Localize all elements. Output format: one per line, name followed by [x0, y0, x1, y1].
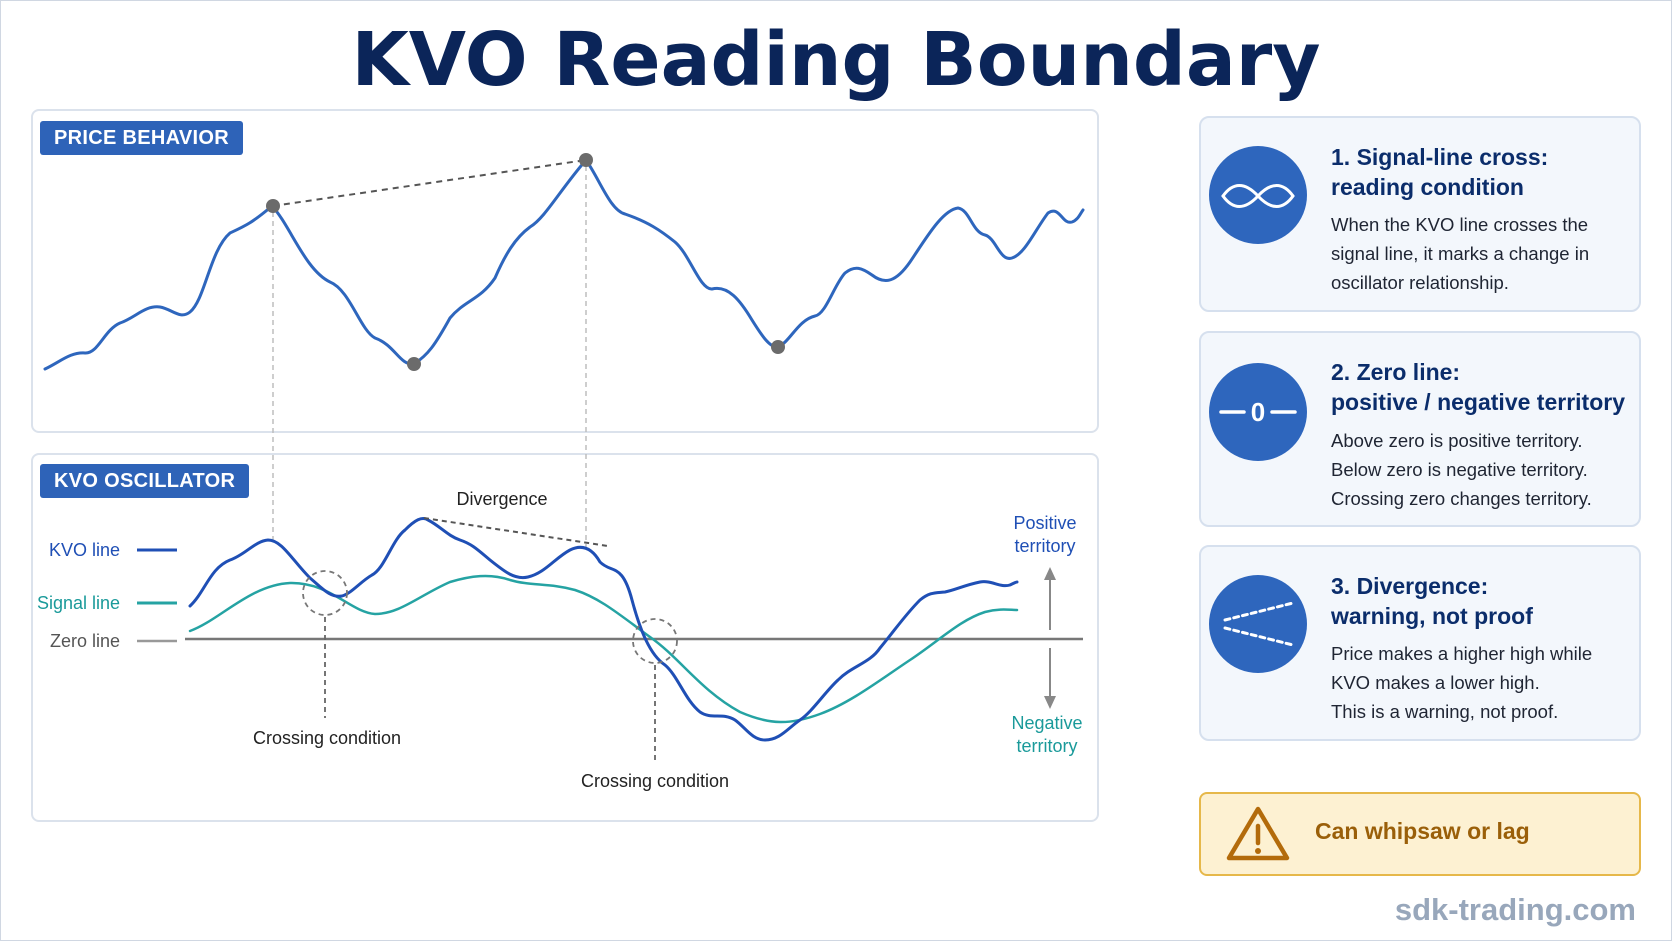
card-3-title-line-2: warning, not proof: [1331, 603, 1533, 629]
page-title: KVO Reading Boundary: [351, 17, 1321, 103]
kvo-line: [188, 516, 1019, 742]
card-2-body-line-1: Above zero is positive territory.: [1331, 430, 1583, 451]
card-1-body: When the KVO line crosses the signal lin…: [1331, 210, 1631, 297]
positive-territory-label-1: Positive: [1013, 513, 1076, 533]
crossing-label-1: Crossing condition: [253, 728, 401, 748]
watermark: sdk-trading.com: [1394, 892, 1636, 927]
card-divergence: 3. Divergence: warning, not proof Price …: [1199, 545, 1641, 741]
card-2-title-line-2: positive / negative territory: [1331, 389, 1625, 415]
card-1-body-line-3: oscillator relationship.: [1331, 272, 1509, 293]
legend-signal-label: Signal line: [37, 593, 120, 613]
divergence-icon: [1209, 575, 1307, 673]
card-zero-line: 0 2. Zero line: positive / negative terr…: [1199, 331, 1641, 527]
card-3-body-line-1: Price makes a higher high while: [1331, 643, 1593, 664]
card-2-body: Above zero is positive territory. Below …: [1331, 426, 1631, 513]
card-2-body-line-3: Crossing zero changes territory.: [1331, 488, 1592, 509]
kvo-oscillator-tag: KVO OSCILLATOR: [40, 464, 250, 498]
card-1-body-line-2: signal line, it marks a change in: [1331, 243, 1590, 264]
price-high-point-1: [266, 199, 280, 213]
divergence-label: Divergence: [456, 489, 547, 509]
price-low-point-2: [771, 340, 785, 354]
warning-box: Can whipsaw or lag: [1199, 792, 1641, 876]
signal-line: [188, 574, 1019, 724]
card-3-title-line-1: 3. Divergence:: [1331, 573, 1489, 599]
card-1-body-line-1: When the KVO line crosses the: [1331, 214, 1589, 235]
price-behavior-tag: PRICE BEHAVIOR: [40, 121, 243, 155]
price-line: [43, 158, 1085, 371]
warning-label: Can whipsaw or lag: [1315, 818, 1530, 844]
card-1-title-line-2: reading condition: [1331, 174, 1524, 200]
zero-line-icon: 0: [1209, 363, 1307, 461]
warning-triangle-icon: [1226, 806, 1290, 861]
svg-text:0: 0: [1251, 397, 1265, 427]
crossing-circle-2: [632, 618, 678, 664]
legend-kvo-label: KVO line: [49, 540, 120, 560]
positive-territory-label-2: territory: [1014, 536, 1075, 556]
negative-territory-label-1: Negative: [1011, 713, 1082, 733]
card-1-title-line-1: 1. Signal-line cross:: [1331, 144, 1549, 170]
kvo-oscillator-panel: [31, 453, 1099, 822]
card-2-title-line-1: 2. Zero line:: [1331, 359, 1461, 385]
card-2-body-line-2: Below zero is negative territory.: [1331, 459, 1588, 480]
card-3-body-line-2: KVO makes a lower high.: [1331, 672, 1540, 693]
legend-zero-label: Zero line: [50, 631, 120, 651]
card-3-body: Price makes a higher high while KVO make…: [1331, 639, 1631, 726]
kvo-divergence-line: [423, 517, 609, 547]
crossing-label-2: Crossing condition: [581, 771, 729, 791]
cross-lines-icon: [1209, 146, 1307, 244]
price-low-point-1: [407, 357, 421, 371]
diagram-charts: KVO line Signal line Zero line Divergenc…: [37, 153, 1085, 791]
card-signal-line-cross: 1. Signal-line cross: reading condition …: [1199, 116, 1641, 312]
crossing-circle-1: [302, 570, 348, 616]
card-3-body-line-3: This is a warning, not proof.: [1331, 701, 1559, 722]
price-divergence-line: [272, 159, 587, 207]
negative-territory-label-2: territory: [1016, 736, 1077, 756]
negative-arrow-head: [1044, 696, 1056, 709]
price-high-point-2: [579, 153, 593, 167]
positive-arrow-head: [1044, 567, 1056, 580]
